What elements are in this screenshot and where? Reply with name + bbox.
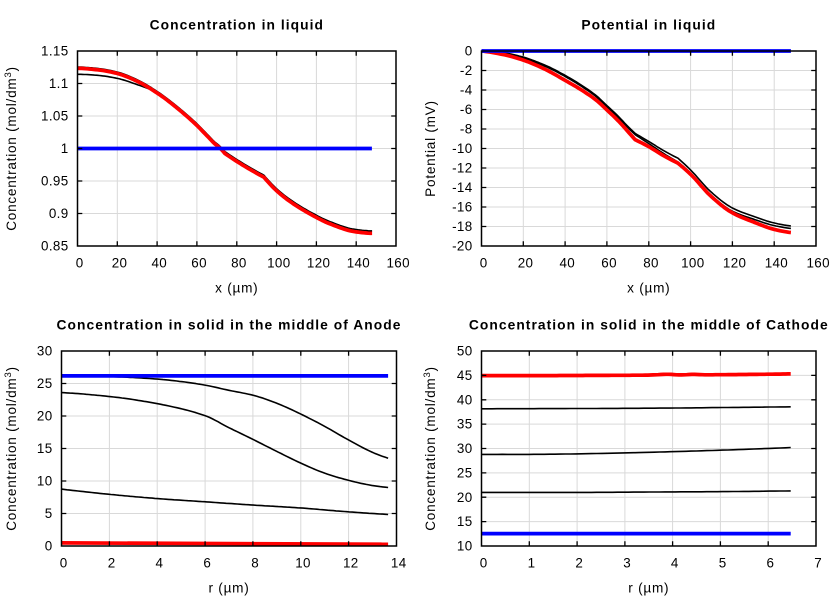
svg-text:40: 40: [457, 392, 473, 407]
svg-text:50: 50: [457, 344, 473, 359]
svg-text:10: 10: [457, 539, 473, 554]
svg-text:0: 0: [480, 256, 488, 271]
svg-text:-16: -16: [452, 200, 472, 215]
svg-text:r (µm): r (µm): [208, 581, 249, 596]
svg-text:5: 5: [719, 556, 727, 571]
svg-text:-18: -18: [452, 219, 472, 234]
svg-text:60: 60: [601, 256, 617, 271]
svg-text:20: 20: [37, 409, 53, 424]
svg-text:x (µm): x (µm): [215, 281, 258, 296]
svg-text:35: 35: [457, 417, 473, 432]
svg-text:100: 100: [267, 256, 290, 271]
svg-text:Potential in liquid: Potential in liquid: [581, 18, 716, 33]
svg-text:30: 30: [457, 441, 473, 456]
svg-text:40: 40: [151, 256, 167, 271]
svg-text:7: 7: [814, 556, 822, 571]
svg-text:100: 100: [681, 256, 704, 271]
svg-text:45: 45: [457, 368, 473, 383]
svg-text:-6: -6: [460, 102, 473, 117]
svg-text:80: 80: [231, 256, 247, 271]
svg-text:120: 120: [307, 256, 330, 271]
svg-text:30: 30: [37, 344, 53, 359]
svg-text:-4: -4: [460, 83, 473, 98]
svg-text:10: 10: [295, 556, 311, 571]
svg-text:-12: -12: [452, 161, 472, 176]
svg-text:r (µm): r (µm): [628, 581, 669, 596]
svg-text:20: 20: [457, 490, 473, 505]
svg-text:-20: -20: [452, 239, 472, 254]
svg-text:25: 25: [457, 466, 473, 481]
svg-text:15: 15: [37, 441, 53, 456]
svg-text:0: 0: [45, 539, 53, 554]
svg-text:-14: -14: [452, 180, 473, 195]
svg-text:14: 14: [391, 556, 407, 571]
svg-text:140: 140: [347, 256, 370, 271]
svg-text:Concentration in liquid: Concentration in liquid: [150, 18, 324, 33]
svg-text:0.9: 0.9: [49, 206, 69, 221]
svg-text:12: 12: [343, 556, 359, 571]
svg-text:0: 0: [465, 44, 473, 59]
svg-text:4: 4: [155, 556, 163, 571]
svg-text:1: 1: [61, 141, 69, 156]
svg-text:1.05: 1.05: [41, 109, 68, 124]
svg-text:10: 10: [37, 474, 53, 489]
svg-text:6: 6: [203, 556, 211, 571]
svg-text:0: 0: [76, 256, 84, 271]
svg-text:60: 60: [191, 256, 207, 271]
svg-text:160: 160: [806, 256, 829, 271]
svg-text:2: 2: [575, 556, 583, 571]
svg-text:0.85: 0.85: [41, 239, 68, 254]
svg-text:Concentration in solid in the: Concentration in solid in the middle of …: [57, 318, 402, 333]
svg-text:x (µm): x (µm): [627, 281, 670, 296]
svg-text:3: 3: [623, 556, 631, 571]
svg-text:6: 6: [766, 556, 774, 571]
svg-text:-10: -10: [452, 141, 472, 156]
svg-text:1.1: 1.1: [49, 76, 69, 91]
svg-text:-2: -2: [460, 63, 473, 78]
svg-text:Potential (mV): Potential (mV): [423, 100, 438, 197]
svg-text:0: 0: [60, 556, 68, 571]
svg-text:80: 80: [643, 256, 659, 271]
svg-text:5: 5: [45, 506, 53, 521]
svg-text:0: 0: [480, 556, 488, 571]
svg-text:-8: -8: [460, 122, 473, 137]
svg-text:8: 8: [251, 556, 259, 571]
svg-text:Concentration (mol/dm3): Concentration (mol/dm3): [3, 66, 19, 231]
svg-text:20: 20: [518, 256, 534, 271]
svg-text:0.95: 0.95: [41, 174, 68, 189]
svg-text:1: 1: [528, 556, 536, 571]
svg-text:4: 4: [671, 556, 679, 571]
svg-text:120: 120: [723, 256, 746, 271]
svg-text:140: 140: [765, 256, 788, 271]
svg-text:15: 15: [457, 514, 473, 529]
svg-text:Concentration (mol/dm3): Concentration (mol/dm3): [422, 366, 438, 531]
svg-text:160: 160: [386, 256, 409, 271]
svg-text:20: 20: [112, 256, 128, 271]
svg-text:Concentration (mol/dm3): Concentration (mol/dm3): [3, 366, 19, 531]
svg-text:25: 25: [37, 376, 53, 391]
svg-text:40: 40: [559, 256, 575, 271]
svg-text:Concentration in solid in the: Concentration in solid in the middle of …: [469, 318, 829, 333]
svg-text:1.15: 1.15: [41, 44, 68, 59]
svg-text:2: 2: [108, 556, 116, 571]
